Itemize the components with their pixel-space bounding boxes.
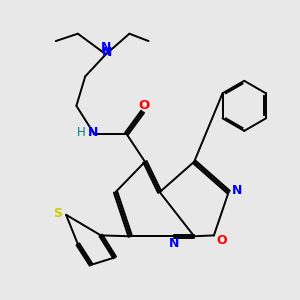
Text: N: N bbox=[87, 126, 98, 139]
Text: S: S bbox=[53, 207, 62, 220]
Text: O: O bbox=[216, 234, 226, 247]
Text: N: N bbox=[169, 237, 180, 250]
Text: N: N bbox=[232, 184, 242, 197]
Text: N: N bbox=[100, 41, 111, 54]
Text: O: O bbox=[139, 99, 150, 112]
Text: N: N bbox=[102, 46, 112, 59]
Text: H: H bbox=[77, 126, 86, 139]
